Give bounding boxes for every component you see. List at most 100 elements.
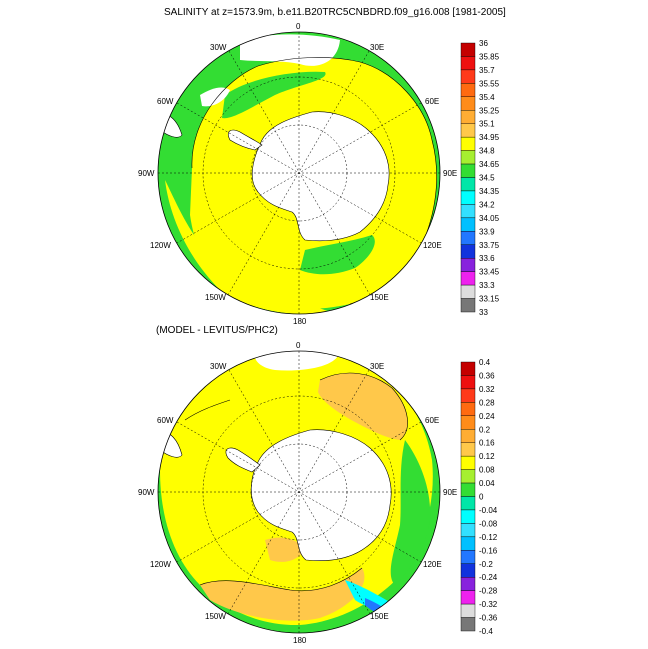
colorbar-tick-label: 34.5 [479,174,495,183]
colorbar-swatch [460,258,476,272]
colorbar-tick-label: -0.36 [479,614,498,623]
colorbar-tick-label: 33.6 [479,254,495,263]
colorbar-swatch [460,284,476,299]
lon-label: 150E [370,293,389,302]
ocean-orange-patch [200,568,365,621]
colorbar-swatch [460,96,476,111]
map-boundary [157,31,441,315]
lon-label: 0 [296,341,301,350]
lon-label: 120E [423,560,442,569]
lon-label: 30E [370,43,384,52]
colorbar-tick-label: -0.24 [479,573,498,582]
ocean-green-ross [300,235,375,275]
colorbar-tick-label: 36 [479,39,488,48]
lon-label: 180 [293,317,307,326]
colorbar-swatch [460,388,476,403]
colorbar-tick-label: 33.75 [479,241,500,250]
colorbar-swatch [460,375,476,390]
colorbar-tick-label: 0.08 [479,466,495,475]
lon-labels: 0 30E 60E 90E 120E 150E 180 150W 120W 90… [138,22,457,326]
salinity-map [158,32,440,314]
colorbar-swatch [460,110,476,124]
graticule [158,32,440,314]
colorbar-swatch [460,69,476,84]
lon-labels: 0 30E 60E 90E 120E 150E 180 150W 120W 90… [138,341,457,645]
colorbar-tick-label: 0.12 [479,452,495,461]
colorbar-swatch [460,536,476,551]
lon-label: 180 [293,636,307,645]
colorbar-swatch [460,136,476,151]
colorbar-tick-label: -0.12 [479,533,498,542]
lon-label: 120W [150,241,171,250]
ocean-orange-patch [318,373,408,440]
colorbar-swatch [460,204,476,219]
colorbar-swatch [460,550,476,564]
colorbar-tick-label: 0.36 [479,371,495,380]
ocean-orange-patch [265,537,305,562]
colorbar-tick-label: -0.32 [479,600,498,609]
colorbar-swatch [460,177,476,192]
graticule [158,351,440,633]
colorbar-tick-label: 0.2 [479,425,491,434]
colorbar-tick-label: 0.24 [479,412,495,421]
colorbar-tick-label: 35.4 [479,93,495,102]
difference-colorbar: 0.4 0.36 0.32 0.28 0.24 0.2 0.16 0.12 0.08 0.04 0 -… [460,358,498,636]
colorbar-tick-label: 33 [479,308,488,317]
colorbar-tick-label: 34.05 [479,214,500,223]
lon-label: 150E [370,612,389,621]
colorbar-tick-label: 33.45 [479,268,500,277]
colorbar-tick-label: -0.4 [479,627,493,636]
contour-line [184,372,408,592]
colorbar-tick-label: -0.2 [479,560,493,569]
colorbar-tick-label: -0.28 [479,587,498,596]
lon-label: 120E [423,241,442,250]
colorbar-swatch [460,442,476,457]
map-boundary [157,350,441,634]
colorbar-tick-label: 34.8 [479,147,495,156]
colorbar-tick-label: -0.16 [479,546,498,555]
antarctica-landmass [250,429,392,561]
colorbar-tick-label: 0.16 [479,439,495,448]
lon-label: 30E [370,362,384,371]
colorbar-tick-label: 0.32 [479,385,495,394]
colorbar-tick-label: 33.9 [479,227,495,236]
lon-label: 90E [443,488,457,497]
colorbar-swatch [460,163,476,178]
lon-label: 90W [138,488,155,497]
colorbar-tick-label: 0 [479,493,484,502]
colorbar-swatch [460,83,476,97]
colorbar-tick-label: 35.7 [479,66,495,75]
salinity-panel: SALINITY at z=1573.9m, b.e11.B20TRC5CNBD… [138,7,506,326]
colorbar-tick-label: 35.55 [479,79,500,88]
lon-label: 0 [296,22,301,31]
colorbar-swatch [460,361,476,376]
colorbar-swatch [460,402,476,417]
no-data-north [240,34,340,66]
difference-panel: (MODEL - LEVITUS/PHC2) [138,325,498,645]
colorbar-tick-label: 0.04 [479,479,495,488]
antarctic-peninsula [228,129,263,151]
no-data-north [255,351,338,371]
colorbar-swatch [460,42,476,57]
difference-map [158,351,440,633]
colorbar-swatch [460,523,476,538]
colorbar-tick-label: 33.15 [479,295,500,304]
lon-label: 90E [443,169,457,178]
colorbar-tick-label: 35.1 [479,120,495,129]
colorbar-tick-label: -0.04 [479,506,498,515]
colorbar-swatch [460,231,476,245]
lon-label: 150W [205,612,226,621]
colorbar-swatch [460,590,476,605]
salinity-title: SALINITY at z=1573.9m, b.e11.B20TRC5CNBD… [164,7,506,18]
ocean-yellow-lobe [165,180,330,314]
colorbar-swatch [460,429,476,443]
colorbar-swatch [460,271,476,286]
lon-label: 30W [210,362,227,371]
colorbar-swatch [460,617,476,632]
colorbar-swatch [460,244,476,259]
colorbar-swatch [460,469,476,484]
colorbar-swatch [460,123,476,138]
colorbar-swatch [460,496,476,511]
colorbar-swatch [460,482,476,497]
colorbar-swatch [460,577,476,591]
